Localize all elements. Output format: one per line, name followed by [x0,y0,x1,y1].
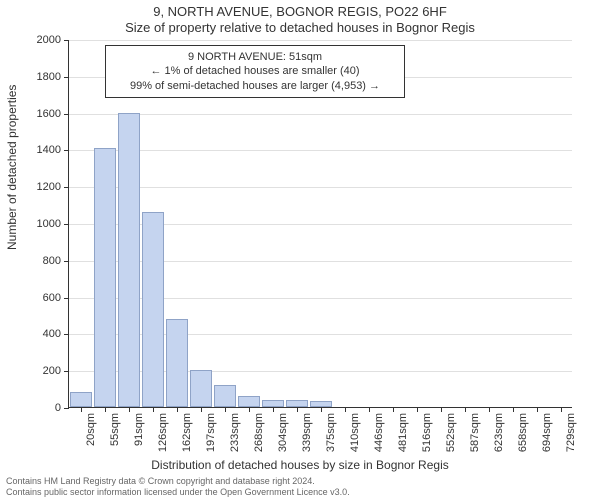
y-tick-label: 600 [43,292,69,304]
annotation-box: 9 NORTH AVENUE: 51sqm← 1% of detached ho… [105,45,405,98]
x-tick-label: 304sqm [277,413,289,452]
x-tick-label: 729sqm [565,413,577,452]
y-tick-label: 1400 [37,144,69,156]
x-tick-mark [489,407,490,412]
x-tick-mark [393,407,394,412]
y-tick-label: 200 [43,365,69,377]
x-tick-mark [297,407,298,412]
chart-container: 9, NORTH AVENUE, BOGNOR REGIS, PO22 6HF … [0,0,600,500]
chart-title-sub: Size of property relative to detached ho… [0,20,600,35]
footer-note: Contains HM Land Registry data © Crown c… [6,476,350,499]
y-tick-label: 1800 [37,71,69,83]
y-tick-label: 800 [43,255,69,267]
gridline-h [69,187,572,188]
x-tick-label: 55sqm [109,413,121,446]
x-tick-label: 410sqm [349,413,361,452]
x-tick-label: 516sqm [421,413,433,452]
y-tick-label: 400 [43,328,69,340]
x-tick-mark [561,407,562,412]
histogram-bar [166,319,189,407]
gridline-h [69,40,572,41]
x-tick-label: 91sqm [133,413,145,446]
chart-title-main: 9, NORTH AVENUE, BOGNOR REGIS, PO22 6HF [0,4,600,19]
x-tick-mark [321,407,322,412]
x-tick-mark [129,407,130,412]
x-tick-mark [153,407,154,412]
histogram-bar [94,148,117,407]
histogram-bar [286,400,309,407]
x-tick-mark [513,407,514,412]
x-tick-label: 197sqm [205,413,217,452]
y-tick-label: 1200 [37,181,69,193]
histogram-bar [118,113,141,407]
y-tick-label: 1600 [37,108,69,120]
x-tick-mark [249,407,250,412]
x-tick-label: 481sqm [397,413,409,452]
x-tick-mark [225,407,226,412]
x-tick-mark [201,407,202,412]
histogram-bar [190,370,213,407]
x-tick-label: 552sqm [445,413,457,452]
x-tick-label: 658sqm [517,413,529,452]
histogram-bar [70,392,93,407]
x-tick-label: 694sqm [541,413,553,452]
x-tick-label: 623sqm [493,413,505,452]
histogram-bar [238,396,261,407]
footer-line-2: Contains public sector information licen… [6,487,350,498]
x-tick-label: 446sqm [373,413,385,452]
annotation-line: 99% of semi-detached houses are larger (… [116,79,394,93]
x-tick-mark [537,407,538,412]
x-tick-mark [105,407,106,412]
y-tick-label: 1000 [37,218,69,230]
gridline-h [69,114,572,115]
x-axis-label: Distribution of detached houses by size … [0,458,600,472]
gridline-h [69,150,572,151]
footer-line-1: Contains HM Land Registry data © Crown c… [6,476,350,487]
x-tick-mark [417,407,418,412]
x-tick-label: 20sqm [85,413,97,446]
x-tick-label: 162sqm [181,413,193,452]
x-tick-label: 233sqm [229,413,241,452]
x-tick-mark [369,407,370,412]
histogram-bar [142,212,165,407]
x-tick-label: 268sqm [253,413,265,452]
histogram-bar [214,385,237,407]
x-tick-label: 339sqm [301,413,313,452]
x-tick-mark [441,407,442,412]
y-tick-label: 2000 [37,34,69,46]
annotation-line: 9 NORTH AVENUE: 51sqm [116,50,394,64]
histogram-bar [262,400,285,407]
x-tick-mark [465,407,466,412]
x-tick-mark [177,407,178,412]
y-tick-label: 0 [55,402,69,414]
x-tick-label: 375sqm [325,413,337,452]
x-tick-label: 126sqm [157,413,169,452]
x-tick-mark [81,407,82,412]
annotation-line: ← 1% of detached houses are smaller (40) [116,64,394,78]
x-tick-mark [273,407,274,412]
x-tick-label: 587sqm [469,413,481,452]
y-axis-label: Number of detached properties [5,85,19,250]
x-tick-mark [345,407,346,412]
